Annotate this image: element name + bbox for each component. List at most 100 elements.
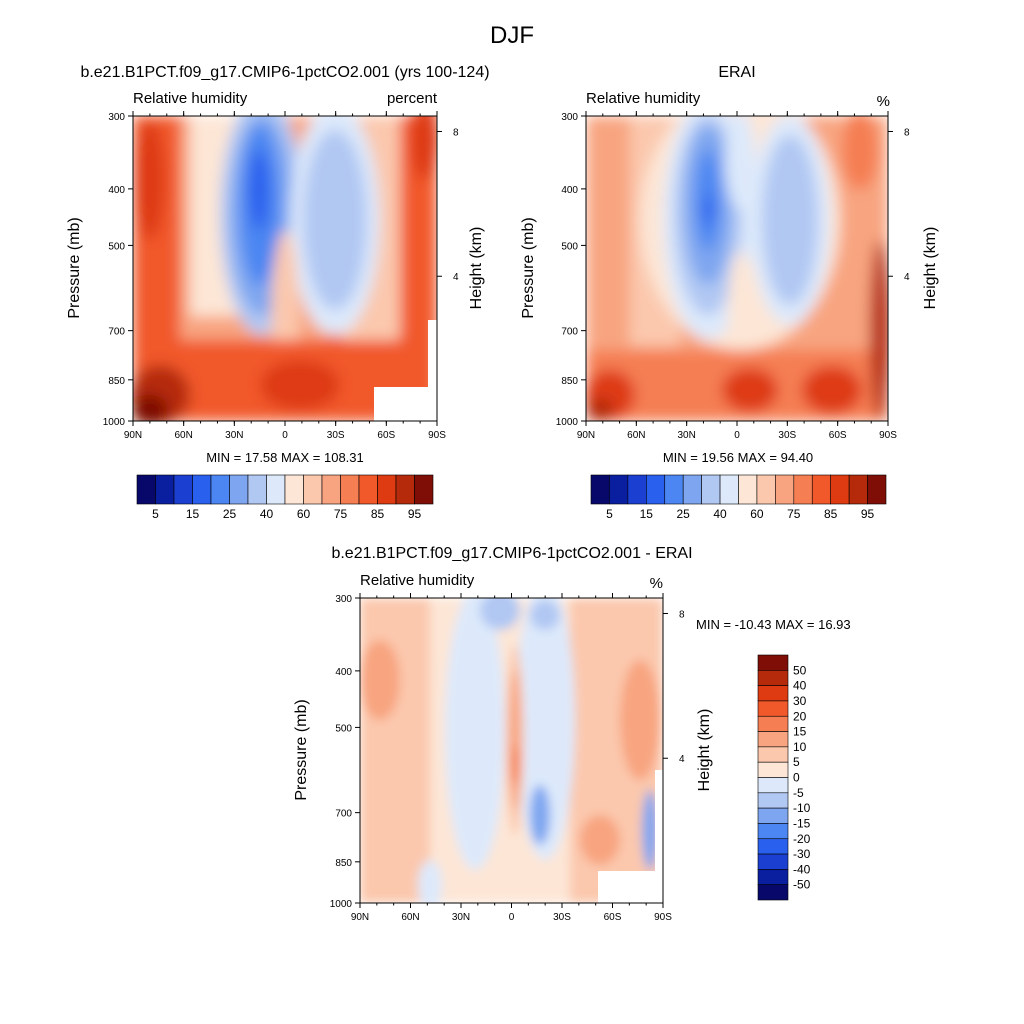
diff-right-label: % [650, 575, 663, 592]
model-xtick-label: 30N [225, 430, 243, 441]
diff-colorbar-label: 40 [793, 679, 807, 693]
obs-xtick-label: 90N [577, 430, 595, 441]
model-colorbar-box [377, 474, 397, 505]
diff-stats: MIN = -10.43 MAX = 16.93 [696, 617, 851, 632]
obs-colorbar-box [682, 474, 702, 505]
model-colorbar-label: 95 [408, 507, 422, 521]
diff-colorbar-box [757, 792, 789, 809]
diff-colorbar-label: 50 [793, 663, 807, 677]
model-axes: 90N 60N 30N 0 30S 60S 90S 300 400 500 700 850 1000 8 4 [103, 111, 459, 441]
model-colorbar-box [229, 474, 249, 505]
diff-colorbar-label: 20 [793, 709, 807, 723]
obs-title: ERAI [718, 64, 755, 81]
model-colorbar-box [173, 474, 193, 505]
obs-ytick-right-label: 8 [904, 127, 910, 138]
diff-ytick-right-label: 4 [679, 754, 685, 765]
obs-colorbar-box [590, 474, 610, 505]
obs-axes: 90N 60N 30N 0 30S 60S 90S 300 400 500 700 850 1000 8 4 [556, 111, 910, 441]
model-colorbar-box [210, 474, 230, 505]
obs-colorbar-label: 5 [606, 507, 613, 521]
obs-colorbar-box [867, 474, 887, 505]
model-colorbar-label: 25 [223, 507, 237, 521]
model-ytick-right-label: 4 [453, 272, 459, 283]
model-colorbar-box [414, 474, 434, 505]
obs-ytick-label: 1000 [556, 417, 579, 428]
obs-colorbar-label: 25 [677, 507, 691, 521]
model-colorbar-box [358, 474, 378, 505]
obs-xtick-label: 0 [734, 430, 740, 441]
model-ylabel: Pressure (mb) [66, 217, 83, 318]
diff-ytick-right-label: 8 [679, 609, 685, 620]
diff-colorbar-label: -5 [793, 786, 804, 800]
obs-ytick-label: 700 [561, 327, 578, 338]
obs-ylabel-right: Height (km) [922, 227, 939, 310]
obs-xtick-label: 60S [829, 430, 847, 441]
diff-colorbar-label: 5 [793, 755, 800, 769]
diff-colorbar-box [757, 685, 789, 702]
diff-colorbar-label: -10 [793, 801, 811, 815]
diff-colorbar-label: -30 [793, 847, 811, 861]
obs-colorbar: 5 15 25 40 60 75 85 95 [590, 474, 887, 521]
model-ytick-label: 300 [108, 112, 125, 123]
model-contour-field [133, 116, 437, 421]
diff-colorbar-box [757, 654, 789, 671]
obs-colorbar-box [664, 474, 684, 505]
obs-colorbar-label: 40 [713, 507, 727, 521]
model-colorbar-box [321, 474, 341, 505]
diff-ytick-label: 300 [335, 594, 352, 605]
model-xtick-label: 60S [377, 430, 395, 441]
model-ytick-label: 500 [108, 241, 125, 252]
diff-colorbar-label: 30 [793, 694, 807, 708]
model-colorbar-label: 40 [260, 507, 274, 521]
model-colorbar-box [395, 474, 415, 505]
diff-colorbar-box [757, 670, 789, 686]
diff-xtick-label: 60S [604, 912, 622, 923]
diff-xtick-label: 30N [452, 912, 470, 923]
obs-colorbar-label: 75 [787, 507, 801, 521]
model-colorbar-box [303, 474, 323, 505]
obs-xtick-label: 90S [879, 430, 897, 441]
model-ylabel-right: Height (km) [468, 227, 485, 310]
model-right-label: percent [387, 90, 438, 107]
diff-colorbar-label: -40 [793, 862, 811, 876]
diff-colorbar-box [757, 884, 789, 901]
obs-ytick-label: 500 [561, 241, 578, 252]
diff-colorbar-box [757, 853, 789, 870]
obs-ytick-label: 400 [561, 185, 578, 196]
obs-xtick-label: 30N [677, 430, 695, 441]
obs-colorbar-label: 15 [640, 507, 654, 521]
model-xtick-label: 0 [282, 430, 288, 441]
model-xtick-label: 60N [174, 430, 192, 441]
obs-colorbar-box [793, 474, 813, 505]
obs-colorbar-box [701, 474, 721, 505]
diff-colorbar-box [757, 761, 789, 778]
model-colorbar-label: 5 [152, 507, 159, 521]
diff-title: b.e21.B1PCT.f09_g17.CMIP6-1pctCO2.001 - … [331, 545, 692, 562]
diff-xtick-label: 30S [553, 912, 571, 923]
obs-colorbar-label: 85 [824, 507, 838, 521]
diff-colorbar-label: -15 [793, 816, 811, 830]
obs-colorbar-label: 60 [750, 507, 764, 521]
diff-colorbar-label: -20 [793, 832, 811, 846]
diff-contour-field [360, 598, 663, 903]
obs-xtick-label: 60N [627, 430, 645, 441]
model-ytick-label: 400 [108, 185, 125, 196]
diff-ylabel: Pressure (mb) [293, 699, 310, 800]
obs-contour-field [586, 116, 888, 421]
diff-xtick-label: 60N [401, 912, 419, 923]
diff-colorbar-label: 0 [793, 771, 800, 785]
model-colorbar-label: 85 [371, 507, 385, 521]
diff-colorbar-label: -50 [793, 878, 811, 892]
model-xtick-label: 30S [327, 430, 345, 441]
diff-left-label: Relative humidity [360, 572, 475, 589]
obs-ytick-right-label: 4 [904, 272, 910, 283]
obs-colorbar-box [811, 474, 831, 505]
obs-colorbar-box [756, 474, 776, 505]
model-xtick-label: 90N [124, 430, 142, 441]
obs-ytick-label: 850 [561, 376, 578, 387]
figure-title: DJF [490, 22, 534, 49]
obs-colorbar-box [627, 474, 647, 505]
diff-colorbar-box [757, 838, 789, 855]
model-ytick-right-label: 8 [453, 127, 459, 138]
